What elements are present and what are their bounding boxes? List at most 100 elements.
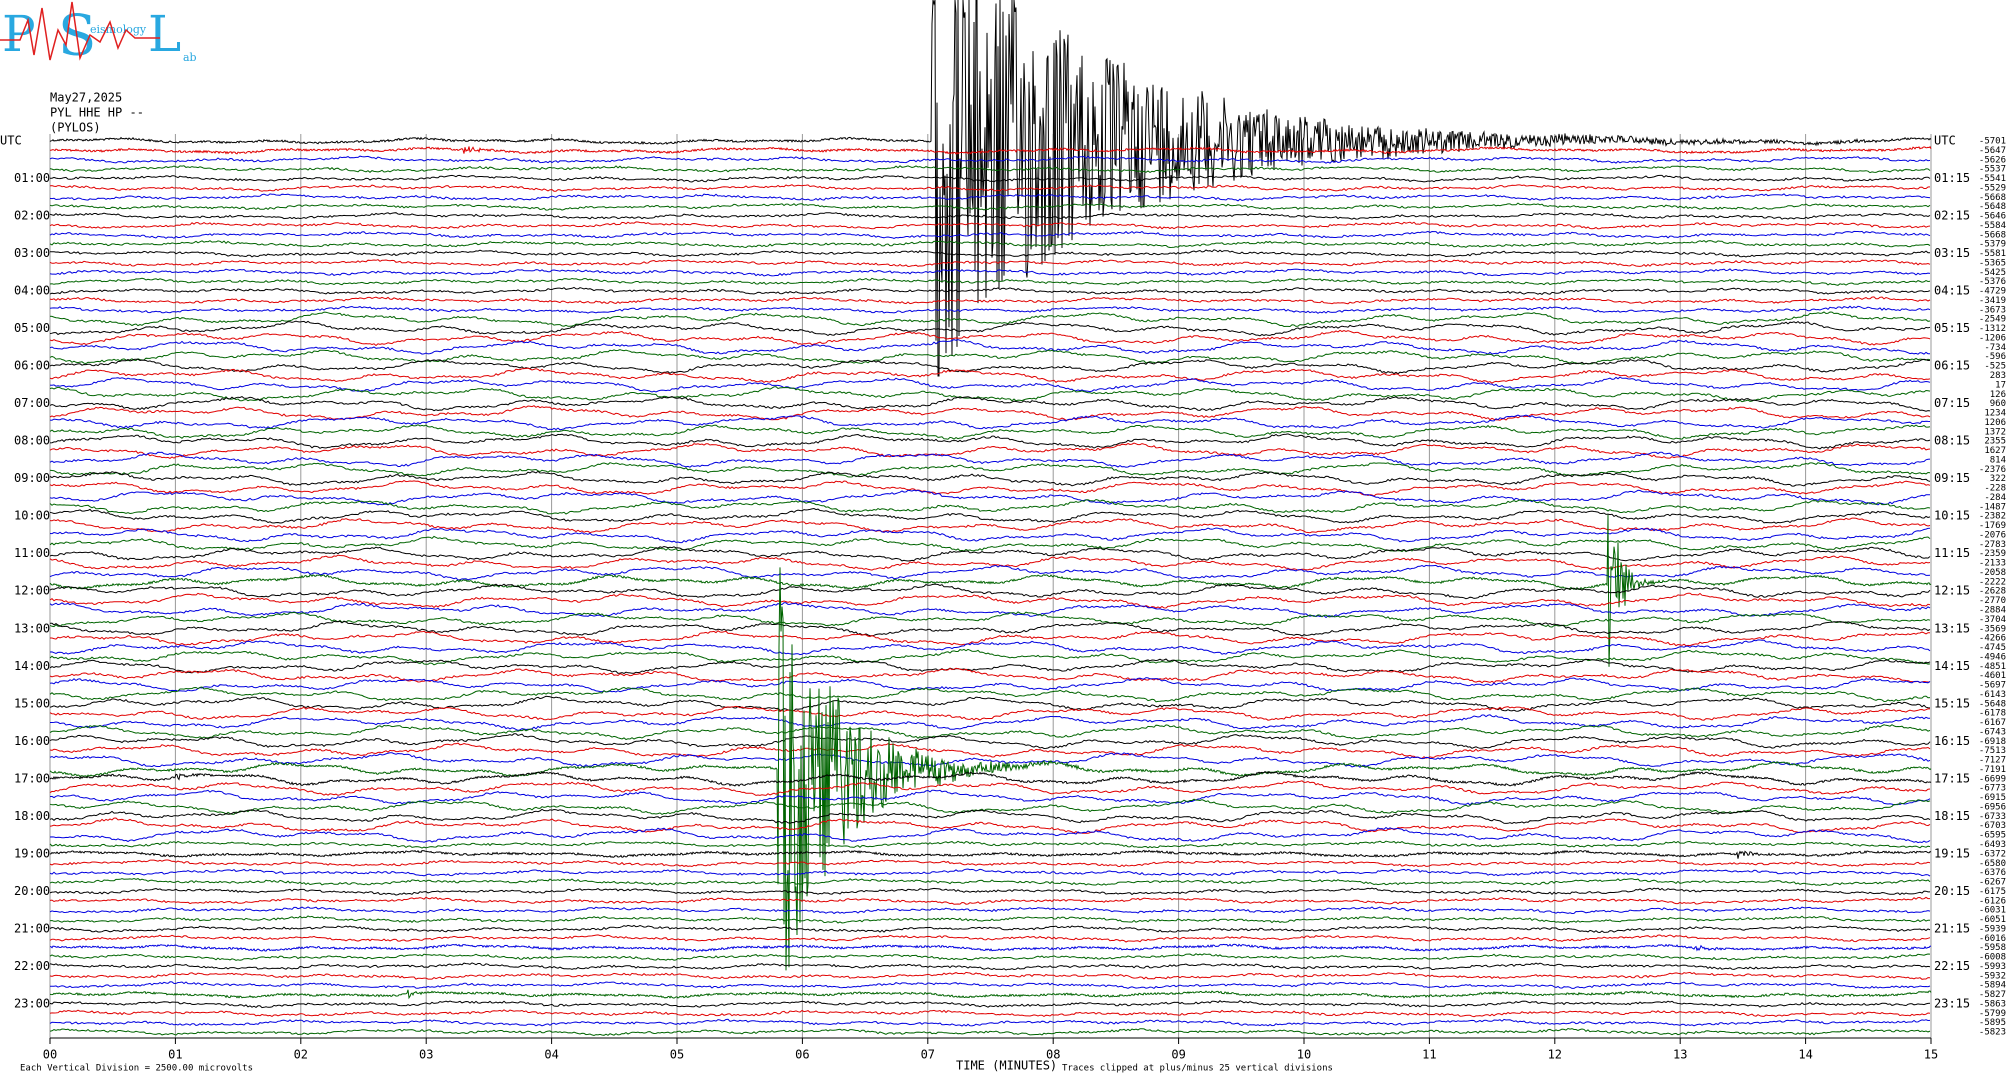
trace (49, 395, 1931, 412)
trace-offset: -2076 (1979, 530, 2006, 540)
trace-offset: -5932 (1979, 971, 2006, 981)
trace (49, 155, 1931, 164)
trace (49, 1009, 1931, 1018)
trace (49, 498, 1931, 515)
trace (49, 989, 1932, 1000)
hour-label-left: 19:00 (14, 846, 50, 860)
x-tick-label: 08 (1046, 1048, 1060, 1062)
logo-word: eismology (90, 23, 147, 36)
trace (49, 339, 1930, 355)
trace (49, 658, 1931, 674)
hour-label-right: 11:15 (1934, 546, 1970, 560)
trace-offset: -6126 (1979, 896, 2006, 906)
trace-offset: 17 (1995, 380, 2006, 390)
hour-label-left: 18:00 (14, 809, 50, 823)
trace-offset: -4729 (1979, 287, 2006, 297)
trace-offset: 126 (1990, 390, 2006, 400)
trace-offset: 2355 (1984, 437, 2006, 447)
header-date: May27,2025 (50, 91, 122, 105)
trace (49, 386, 1931, 403)
hour-label-right: 07:15 (1934, 396, 1970, 410)
trace (49, 934, 1931, 943)
x-tick-label: 15 (1924, 1048, 1938, 1062)
x-tick-label: 13 (1673, 1048, 1687, 1062)
trace (49, 0, 1932, 377)
trace-offset: -5697 (1979, 681, 2006, 691)
trace (49, 724, 1931, 741)
trace (49, 470, 1931, 487)
hour-label-right: 16:15 (1934, 734, 1970, 748)
x-tick-label: 14 (1798, 1048, 1812, 1062)
trace (49, 424, 1931, 440)
trace (49, 877, 1931, 886)
hour-label-left: 20:00 (14, 884, 50, 898)
trace (49, 433, 1931, 450)
hour-label-right: 05:15 (1934, 321, 1970, 335)
trace (49, 567, 1932, 971)
logo: P S L eismology ab (0, 1, 197, 69)
trace-offset: -2549 (1979, 315, 2006, 325)
trace (49, 554, 1931, 571)
trace-offset: -4851 (1979, 662, 2006, 672)
trace (49, 480, 1931, 497)
trace-offset: -596 (1984, 352, 2006, 362)
hour-label-left: 06:00 (14, 359, 50, 373)
trace (49, 868, 1931, 877)
trace-offset: -2222 (1979, 577, 2006, 587)
hour-label-left: 01:00 (14, 171, 50, 185)
trace (49, 564, 1931, 581)
trace (49, 742, 1931, 759)
trace-offset: -5648 (1979, 699, 2006, 709)
trace-offset: 960 (1990, 399, 2006, 409)
trace (49, 583, 1931, 600)
trace-offset: -6580 (1979, 859, 2006, 869)
hour-label-left: 23:00 (14, 996, 50, 1010)
trace-offset: -6733 (1979, 812, 2006, 822)
trace-offset: -1206 (1979, 333, 2006, 343)
trace-offset: -734 (1984, 343, 2006, 353)
trace (49, 286, 1931, 296)
trace-offset: -5537 (1979, 165, 2006, 175)
trace (49, 686, 1931, 703)
trace-offset: -6167 (1979, 718, 2006, 728)
hour-label-right: 14:15 (1934, 659, 1970, 673)
trace-offset: 814 (1990, 455, 2006, 465)
trace-offset: -5379 (1979, 240, 2006, 250)
trace-offset: -5376 (1979, 277, 2006, 287)
trace (49, 817, 1931, 834)
trace (49, 202, 1931, 211)
trace-offset: -4745 (1979, 643, 2006, 653)
trace-offset: -2359 (1979, 549, 2006, 559)
trace-offset: -5958 (1979, 943, 2006, 953)
trace (49, 887, 1930, 896)
trace (49, 1000, 1931, 1009)
hour-label-right: 06:15 (1934, 359, 1970, 373)
trace-offset: 1234 (1984, 409, 2006, 419)
trace (49, 849, 1932, 859)
trace (49, 277, 1931, 286)
trace (49, 770, 1932, 787)
clip-note: Traces clipped at plus/minus 25 vertical… (1062, 1064, 1333, 1074)
trace-offset: -2133 (1979, 559, 2006, 569)
trace (49, 514, 1932, 667)
trace-offset: -5668 (1979, 230, 2006, 240)
trace (49, 962, 1931, 971)
header-station: PYL HHE HP -- (50, 106, 144, 120)
trace-offset: -228 (1984, 484, 2006, 494)
hour-label-left: 08:00 (14, 434, 50, 448)
hour-label-left: UTC (0, 134, 22, 148)
trace (49, 329, 1931, 347)
trace-offset: -6699 (1979, 774, 2006, 784)
trace (49, 1018, 1931, 1027)
trace (49, 896, 1930, 905)
trace (49, 859, 1931, 868)
trace-offset: 322 (1990, 474, 2006, 484)
trace (49, 221, 1931, 230)
x-tick-label: 07 (921, 1048, 935, 1062)
trace (49, 462, 1931, 478)
trace-offset: -6051 (1979, 915, 2006, 925)
hour-label-right: 09:15 (1934, 471, 1970, 485)
x-tick-label: 03 (419, 1048, 433, 1062)
hour-label-right: 02:15 (1934, 209, 1970, 223)
trace-offset: -6267 (1979, 878, 2006, 888)
